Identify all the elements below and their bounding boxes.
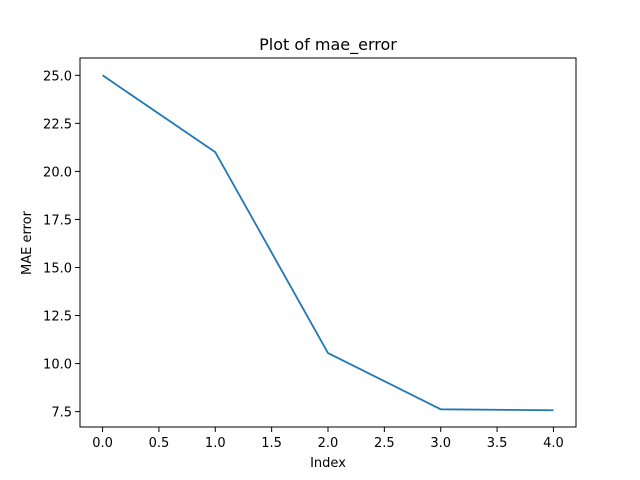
series-line-0 <box>102 74 554 412</box>
plot-frame <box>79 57 577 428</box>
x-tick-label: 3.5 <box>487 436 508 451</box>
y-tick-label: 25.0 <box>43 69 72 84</box>
x-tick-label: 1.0 <box>205 436 226 451</box>
y-tick-label: 10.0 <box>43 358 72 373</box>
x-tick-label: 1.5 <box>261 436 282 451</box>
x-axis-ticks: 0.0 0.5 1.0 1.5 2.0 2.5 3.0 3.5 4.0 <box>92 427 564 451</box>
series-layer <box>102 74 554 412</box>
x-tick-label: 0.0 <box>92 436 113 451</box>
x-axis-label: Index <box>310 456 346 471</box>
y-tick-label: 12.5 <box>43 310 72 325</box>
x-tick-label: 0.5 <box>149 436 170 451</box>
y-tick-label: 7.5 <box>51 406 72 421</box>
y-tick-label: 22.5 <box>43 117 72 132</box>
x-tick-label: 2.0 <box>318 436 339 451</box>
y-axis-label: MAE error <box>20 210 35 275</box>
x-tick-label: 4.0 <box>543 436 564 451</box>
y-tick-label: 17.5 <box>43 213 72 228</box>
y-axis-ticks: 7.5 10.0 12.5 15.0 17.5 20.0 22.5 25.0 <box>43 69 80 421</box>
plot-area <box>80 58 576 427</box>
chart-title: Plot of mae_error <box>259 35 397 55</box>
y-tick-label: 15.0 <box>43 261 72 276</box>
x-tick-label: 3.0 <box>430 436 451 451</box>
x-tick-label: 2.5 <box>374 436 395 451</box>
y-tick-label: 20.0 <box>43 165 72 180</box>
